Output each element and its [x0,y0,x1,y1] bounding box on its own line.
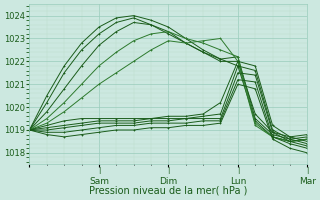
Text: Mar: Mar [299,177,316,186]
Text: |: | [237,167,239,174]
Text: |: | [306,167,308,174]
Text: Lun: Lun [230,177,246,186]
Text: Sam: Sam [89,177,109,186]
Text: |: | [98,167,100,174]
X-axis label: Pression niveau de la mer( hPa ): Pression niveau de la mer( hPa ) [89,186,248,196]
Text: Dim: Dim [159,177,178,186]
Text: |: | [167,167,170,174]
